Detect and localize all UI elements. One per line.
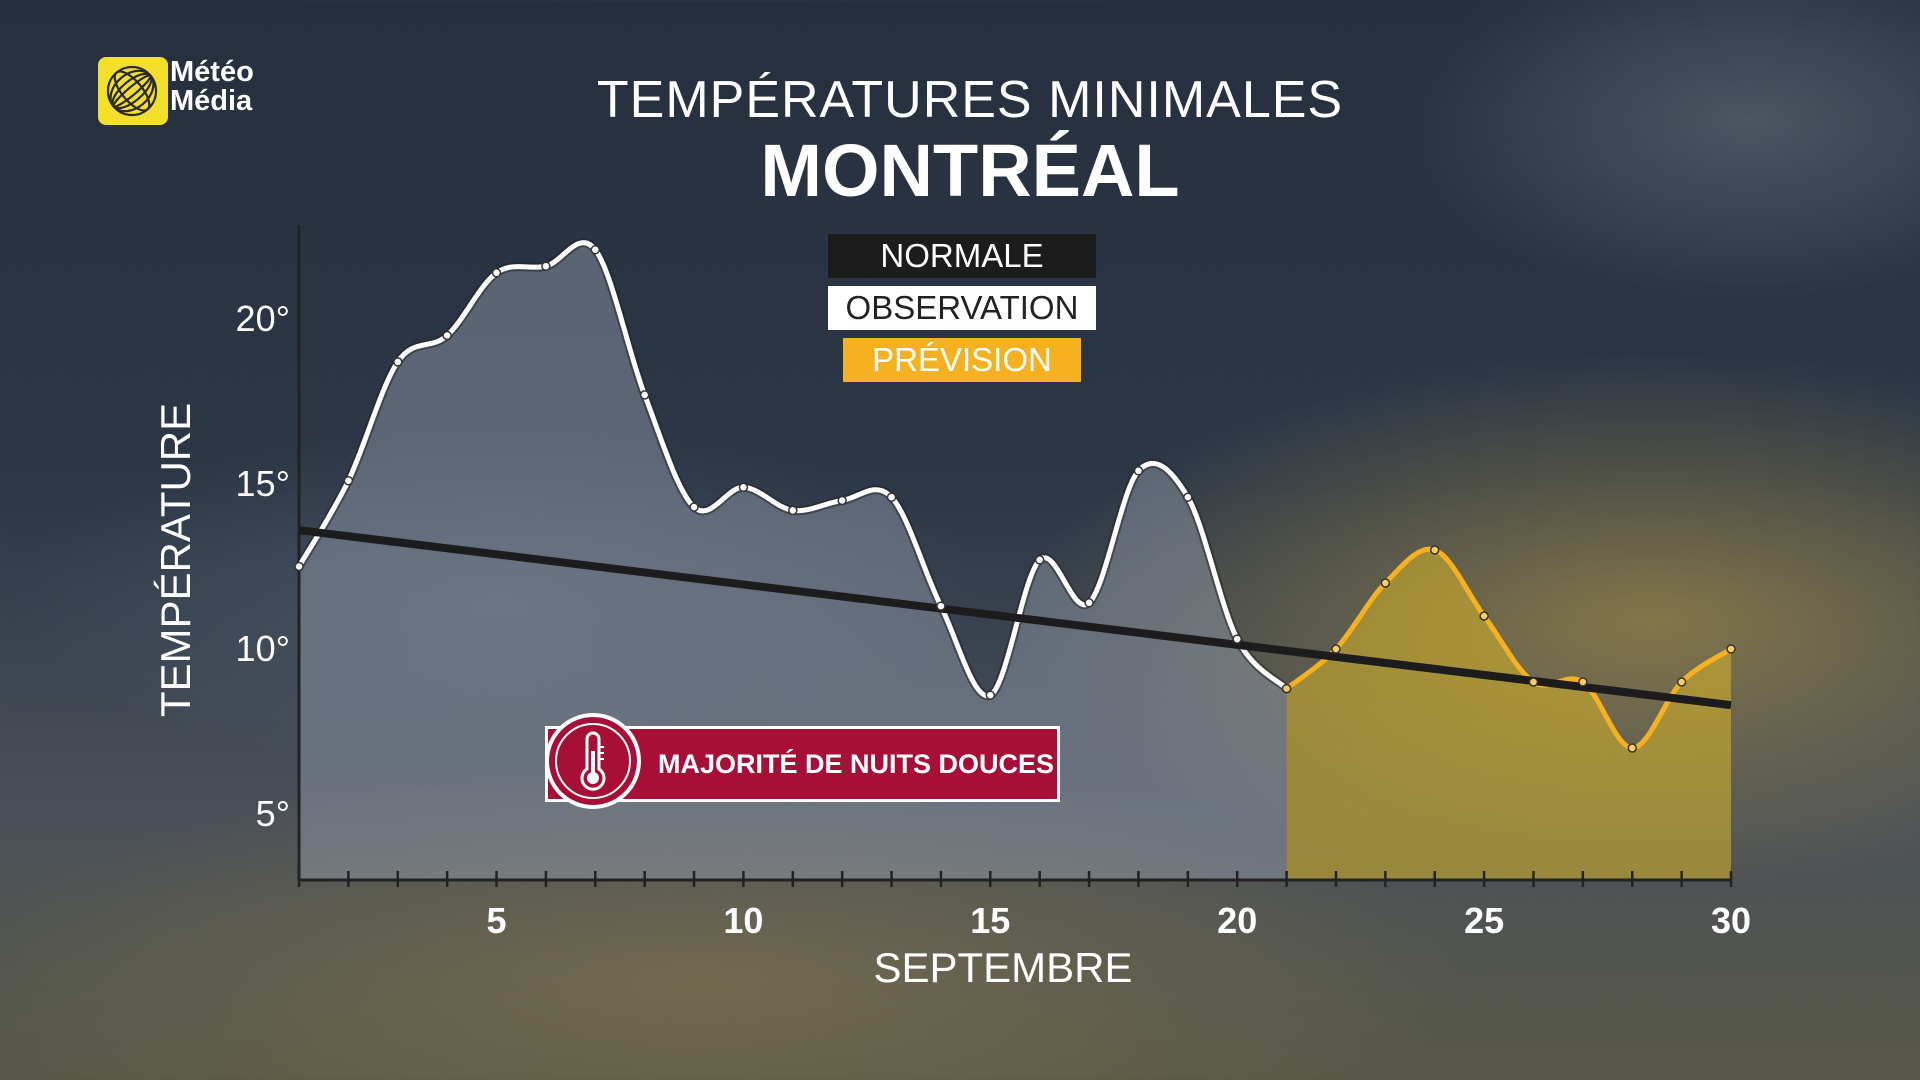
prevision-point	[1429, 545, 1440, 555]
chart-title: TEMPÉRATURES MINIMALES	[596, 71, 1344, 129]
observation-point	[788, 505, 798, 516]
brand-name-line2: Média	[170, 85, 253, 117]
observation-area	[299, 242, 1287, 880]
observation-point	[886, 492, 897, 502]
prevision-line	[1285, 546, 1733, 751]
observation-point	[442, 330, 452, 341]
observation-point	[837, 495, 847, 506]
brand-name: Météo Média	[170, 58, 254, 116]
x-tick-label: 15	[970, 900, 1010, 941]
y-tick-label: 5°	[256, 793, 290, 834]
observation-point	[1034, 555, 1045, 565]
observation-line	[296, 240, 1289, 699]
observation-point	[1084, 598, 1094, 608]
prevision-point	[1726, 644, 1736, 654]
legend-normale: NORMALE	[828, 234, 1096, 278]
observation-point	[985, 690, 996, 700]
prevision-area	[1286, 549, 1731, 880]
y-tick-label: 15°	[236, 463, 290, 504]
prevision-point	[1578, 677, 1588, 687]
x-tick-label: 30	[1711, 900, 1751, 941]
observation-point	[689, 502, 699, 512]
y-tick-label: 20°	[236, 298, 290, 339]
meteomedia-globe-icon	[98, 57, 168, 125]
observation-point	[541, 261, 551, 271]
thermometer-icon	[545, 713, 641, 809]
observation-point	[1133, 466, 1144, 476]
legend-prevision: PRÉVISION	[843, 338, 1081, 382]
observation-point	[343, 475, 354, 486]
legend-observation: OBSERVATION	[828, 286, 1096, 330]
prevision-point	[1627, 743, 1637, 753]
observation-point	[738, 482, 749, 493]
observation-point	[590, 244, 601, 255]
info-badge-label: MAJORITÉ DE NUITS DOUCES	[658, 749, 1055, 779]
prevision-point	[1676, 677, 1687, 687]
prevision-point	[1380, 578, 1391, 588]
brand-name-line1: Météo	[170, 56, 254, 88]
x-tick-label: 25	[1464, 900, 1504, 941]
x-tick-label: 5	[487, 900, 507, 941]
observation-point	[294, 561, 304, 572]
chart-subtitle: MONTRÉAL	[760, 129, 1180, 212]
prevision-point	[1528, 677, 1539, 687]
y-axis-label: TEMPÉRATURE	[152, 402, 199, 718]
observation-point	[393, 357, 403, 367]
x-tick-label: 20	[1217, 900, 1257, 941]
prevision-point	[1479, 611, 1489, 621]
observation-point	[1232, 634, 1242, 644]
x-tick-label: 10	[723, 900, 763, 941]
prevision-point	[1281, 683, 1292, 694]
prevision-point	[1331, 644, 1341, 654]
observation-point	[936, 601, 946, 611]
observation-point	[639, 390, 650, 400]
x-axis-label: SEPTEMBRE	[873, 944, 1133, 991]
observation-point	[491, 268, 502, 278]
y-tick-label: 10°	[236, 628, 290, 669]
normale-line	[298, 526, 1732, 710]
observation-point	[1183, 492, 1193, 502]
